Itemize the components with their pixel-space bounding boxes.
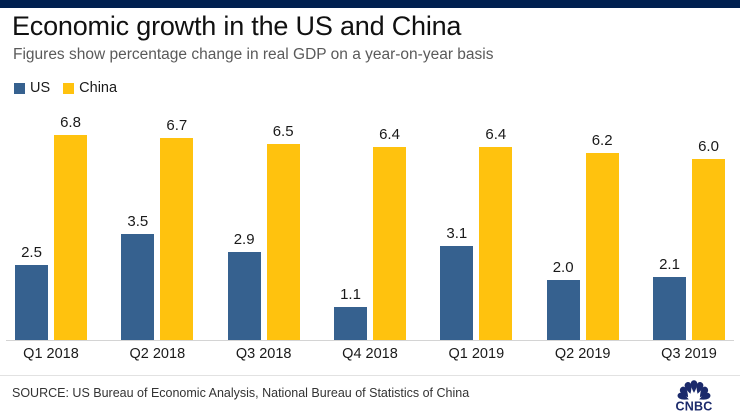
bar-value-label: 6.4 (379, 125, 400, 143)
bar-value-label: 2.0 (552, 258, 574, 276)
bar-china-q1-2018 (54, 134, 87, 340)
bar-value-label: 6.4 (485, 125, 507, 143)
x-axis-label-q3-2019: Q3 2019 (661, 346, 717, 362)
peacock-icon: CNBC (676, 380, 713, 414)
page-title: Economic growth in the US and China (12, 11, 462, 41)
bar-us-q3-2018 (227, 252, 261, 340)
bar-us-q2-2019 (546, 279, 580, 340)
legend-swatch-us (14, 82, 25, 94)
cnbc-logo: CNBC (658, 377, 730, 414)
bar-value-label: 6.2 (591, 131, 613, 149)
bar-us-q2-2018 (121, 234, 155, 340)
x-axis-label-q2-2019: Q2 2019 (554, 346, 611, 362)
legend-item-china: China (63, 81, 117, 95)
bar-value-label: 3.1 (446, 225, 468, 243)
bar-value-label: 6.7 (166, 116, 188, 134)
bar-us-q1-2018 (15, 264, 48, 340)
brand-top-bar (0, 0, 740, 8)
bar-value-label: 6.0 (698, 137, 719, 155)
x-axis-category-labels: Q1 2018 Q2 2018 Q3 2018 Q4 2018 Q1 2019 Q2 20… (0, 345, 740, 367)
bar-value-label: 6.5 (272, 122, 294, 140)
x-axis-label-q1-2019: Q1 2019 (448, 346, 505, 362)
bar-us-q4-2018 (334, 306, 367, 340)
bar-value-label: 2.5 (21, 243, 42, 261)
bar-value-label: 2.1 (659, 255, 680, 273)
chart-header: Economic growth in the US and China Figu… (12, 8, 728, 65)
bar-value-label: 6.8 (60, 113, 81, 131)
bar-us-q1-2019 (440, 246, 474, 340)
bar-value-label: 2.9 (233, 231, 255, 249)
bar-china-q3-2018 (266, 143, 300, 340)
bar-us-q3-2019 (653, 276, 686, 340)
plot-area: 2.5 6.8 3.5 6.7 2.9 6.5 1.1 6.4 3.1 6.4 2.0 6.2 2.1 6… (0, 100, 740, 341)
legend-item-us: US (14, 81, 50, 95)
x-axis-label-q3-2018: Q3 2018 (235, 346, 292, 362)
bar-china-q3-2019 (692, 158, 725, 340)
bar-china-q2-2018 (160, 137, 194, 340)
legend-label-china: China (79, 80, 118, 96)
legend-label-us: US (30, 80, 51, 96)
cnbc-wordmark: CNBC (676, 400, 713, 413)
chart-legend: US China (14, 81, 117, 95)
bar-china-q1-2019 (479, 146, 513, 340)
bar-value-label: 3.5 (127, 213, 149, 231)
x-axis-label-q1-2018: Q1 2018 (23, 346, 79, 362)
x-axis-label-q4-2018: Q4 2018 (342, 346, 398, 362)
bar-china-q2-2019 (585, 152, 619, 340)
legend-swatch-china (63, 82, 75, 94)
source-note: SOURCE: US Bureau of Economic Analysis, … (12, 386, 470, 400)
footer-divider (0, 375, 740, 376)
bar-china-q4-2018 (373, 146, 406, 340)
x-axis-line (6, 340, 734, 341)
x-axis-label-q2-2018: Q2 2018 (129, 346, 186, 362)
bar-value-label: 1.1 (340, 285, 361, 303)
chart-subtitle: Figures show percentage change in real G… (13, 46, 494, 63)
